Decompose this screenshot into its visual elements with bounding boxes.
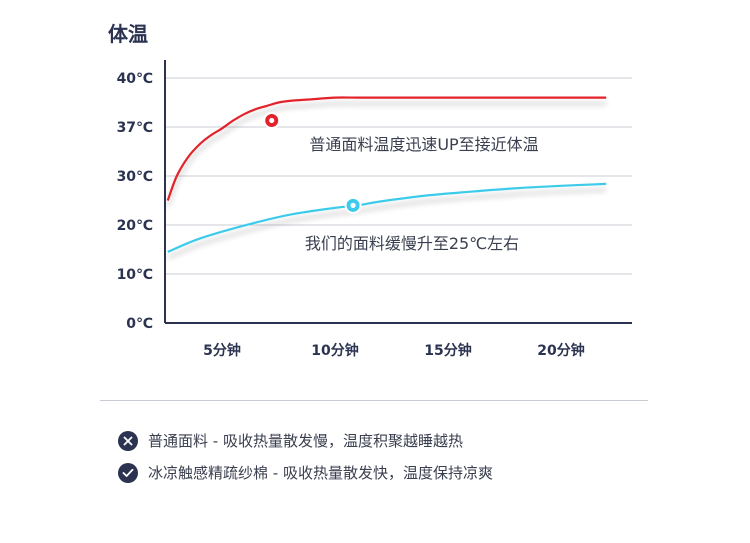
- data-marker-dot: [269, 117, 275, 124]
- y-tick-label: 37℃: [117, 120, 153, 136]
- y-tick-label: 30℃: [117, 169, 153, 185]
- series-line-cooling-fabric: [167, 182, 607, 253]
- x-tick-label: 20分钟: [537, 342, 584, 359]
- y-tick-label: 0℃: [126, 316, 153, 332]
- legend-item-cooling-fabric: 冰凉触感精疏纱棉 - 吸收热量散发快，温度保持凉爽: [118, 462, 493, 483]
- x-axis-ticks: 5分钟 10分钟 15分钟 20分钟: [203, 342, 585, 359]
- y-axis-ticks: 0℃ 10℃ 20℃ 30℃ 37℃ 40℃: [117, 71, 153, 332]
- x-tick-label: 15分钟: [424, 342, 471, 359]
- check-circle-icon: [118, 462, 138, 483]
- y-tick-label: 20℃: [117, 218, 153, 234]
- axes: [164, 60, 632, 324]
- temperature-line-chart: 0℃ 10℃ 20℃ 30℃ 37℃ 40℃ 5分钟 10分钟 15分钟 20分钟 普通面料温度…: [117, 60, 632, 359]
- legend-text-cooling-fabric: 冰凉触感精疏纱棉 - 吸收热量散发快，温度保持凉爽: [148, 464, 493, 482]
- legend-item-regular-fabric: 普通面料 - 吸收热量散发慢，温度积聚越睡越热: [118, 430, 463, 451]
- y-tick-label: 40℃: [117, 71, 153, 87]
- x-tick-label: 10分钟: [311, 342, 358, 359]
- chart-title: 体温: [108, 22, 148, 46]
- legend-text-regular-fabric: 普通面料 - 吸收热量散发慢，温度积聚越睡越热: [148, 432, 463, 450]
- x-circle-icon: [118, 430, 138, 451]
- series-lines: [166, 96, 607, 253]
- y-tick-label: 10℃: [117, 267, 153, 283]
- x-tick-label: 5分钟: [203, 342, 241, 359]
- divider: [100, 400, 648, 401]
- data-marker-dot: [350, 202, 356, 208]
- annotation-regular-fabric: 普通面料温度迅速UP至接近体温: [309, 135, 538, 154]
- annotation-cooling-fabric: 我们的面料缓慢升至25℃左右: [305, 234, 519, 253]
- series-line-regular-fabric: [166, 96, 607, 201]
